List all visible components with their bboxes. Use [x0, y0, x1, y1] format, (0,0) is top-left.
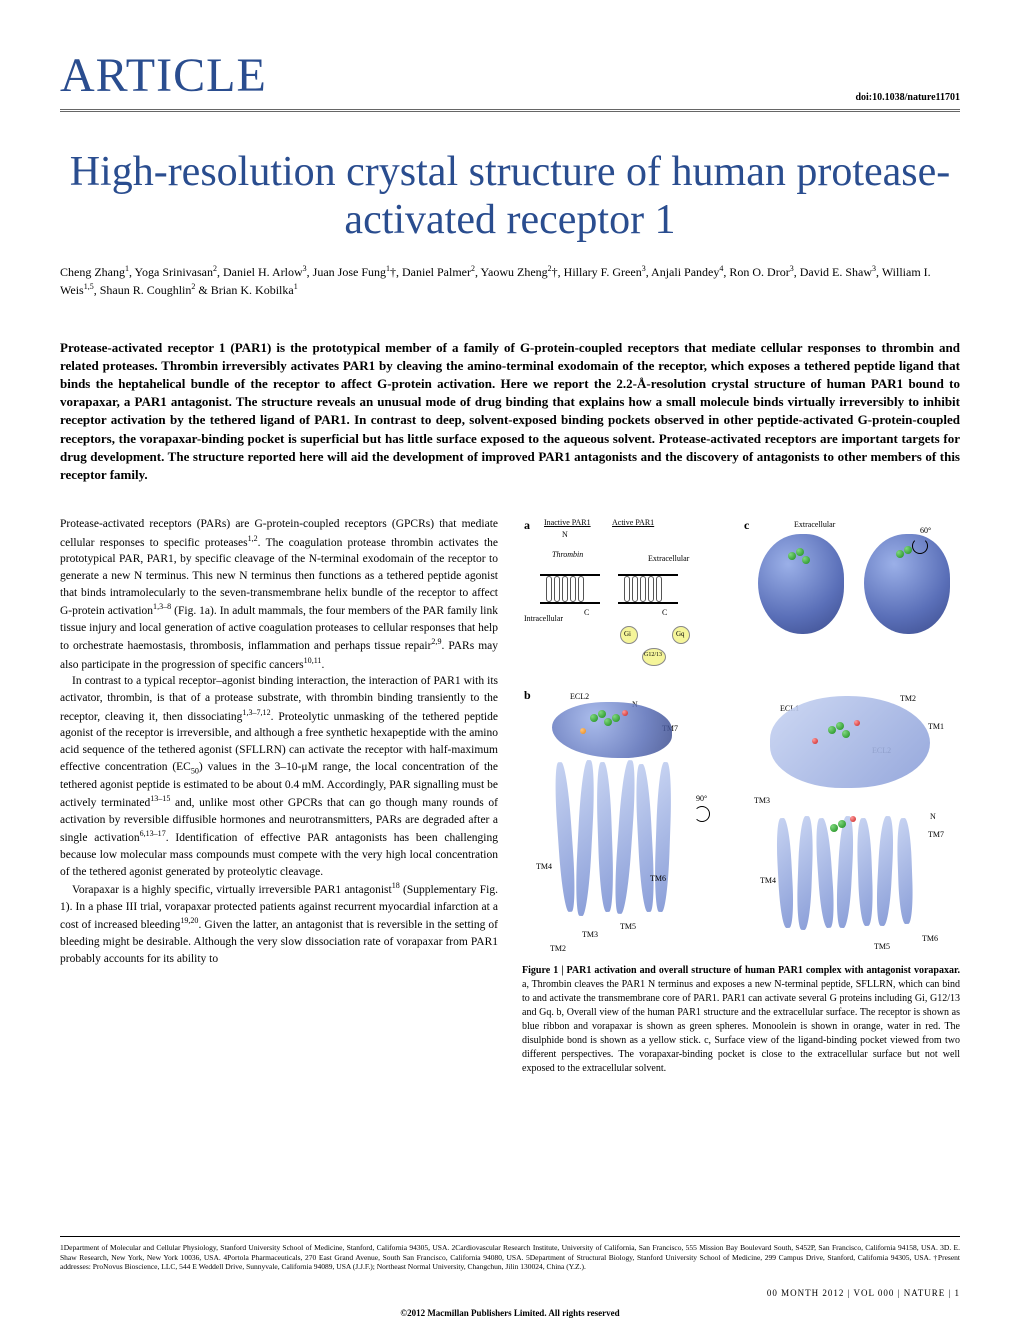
label-n-c: N — [930, 812, 936, 821]
schematic-inactive — [540, 566, 600, 616]
figure-column: a Inactive PAR1 Active PAR1 N Thrombin E… — [522, 516, 960, 1076]
label-gi: Gi — [624, 630, 631, 638]
body-text-column: Protease-activated receptors (PARs) are … — [60, 516, 498, 1076]
label-extracellular-c: Extracellular — [794, 520, 835, 529]
helix — [856, 818, 874, 926]
figure-panel-b: b ECL2 N TM7 90° — [522, 686, 722, 956]
schematic-active — [618, 566, 678, 616]
label-tm6-c: TM6 — [922, 934, 938, 943]
issue-info: 00 MONTH 2012 | VOL 000 | NATURE | 1 — [767, 1288, 960, 1298]
label-tm2-b: TM2 — [550, 944, 566, 953]
body-paragraph: In contrast to a typical receptor–agonis… — [60, 673, 498, 880]
label-intracellular: Intracellular — [524, 614, 563, 623]
label-tm4-b: TM4 — [536, 862, 552, 871]
ligand-sphere — [830, 824, 838, 832]
label-tm5-c: TM5 — [874, 942, 890, 951]
author-list: Cheng Zhang1, Yoga Srinivasan2, Daniel H… — [60, 263, 960, 299]
ribbon-topview — [770, 696, 930, 788]
label-tm6-b: TM6 — [650, 874, 666, 883]
label-rotate-90: 90° — [696, 794, 707, 803]
label-ecl2-b: ECL2 — [570, 692, 589, 701]
label-c2: C — [662, 608, 667, 617]
helix — [814, 818, 836, 929]
helix — [553, 762, 577, 913]
label-tm7-c: TM7 — [928, 830, 944, 839]
figure-panel-a: a Inactive PAR1 Active PAR1 N Thrombin E… — [522, 516, 722, 676]
label-tm1-c: TM1 — [928, 722, 944, 731]
rotate-icon — [912, 538, 928, 554]
figure-caption-lead: Figure 1 | PAR1 activation and overall s… — [522, 965, 960, 976]
helix — [634, 764, 656, 913]
page-footer: 00 MONTH 2012 | VOL 000 | NATURE | 1 — [60, 1288, 960, 1298]
label-extracellular: Extracellular — [648, 554, 689, 563]
label-tm3-b: TM3 — [582, 930, 598, 939]
helix — [653, 762, 672, 912]
label-c1: C — [584, 608, 589, 617]
label-tm4-c: TM4 — [760, 876, 776, 885]
label-tm5-b: TM5 — [620, 922, 636, 931]
rotate-icon — [694, 806, 710, 822]
figure-caption: Figure 1 | PAR1 activation and overall s… — [522, 964, 960, 1076]
figure-caption-body: a, Thrombin cleaves the PAR1 N terminus … — [522, 979, 960, 1074]
panel-label: a — [524, 518, 530, 533]
label-g12: G12/13 — [644, 652, 662, 658]
doi: doi:10.1038/nature11701 — [855, 92, 960, 103]
body-columns: Protease-activated receptors (PARs) are … — [60, 516, 960, 1076]
helix — [896, 818, 914, 924]
panel-label: c — [744, 518, 749, 533]
copyright: ©2012 Macmillan Publishers Limited. All … — [0, 1308, 1020, 1318]
helix — [574, 760, 596, 917]
body-paragraph: Vorapaxar is a highly specific, virtuall… — [60, 880, 498, 967]
figure-1: a Inactive PAR1 Active PAR1 N Thrombin E… — [522, 516, 960, 956]
article-title: High-resolution crystal structure of hum… — [60, 148, 960, 245]
panel-a-inactive: Inactive PAR1 — [544, 518, 591, 527]
water-sphere — [850, 816, 856, 822]
panel-a-active: Active PAR1 — [612, 518, 654, 527]
affiliations: 1Department of Molecular and Cellular Ph… — [60, 1236, 960, 1272]
label-tm3-c: TM3 — [754, 796, 770, 805]
label-tm2-c: TM2 — [900, 694, 916, 703]
figure-panel-c-bottom: ECL1 TM2 TM1 Disulphide ECL2 TM3 N TM7 — [742, 686, 952, 956]
helix — [875, 816, 895, 927]
label-gq: Gq — [676, 630, 685, 638]
figure-panel-c-top: c Extracellular 60° — [742, 516, 952, 676]
helix — [775, 818, 795, 929]
surface-top — [552, 702, 672, 758]
panel-label: b — [524, 688, 531, 703]
abstract: Protease-activated receptor 1 (PAR1) is … — [60, 339, 960, 485]
helix — [595, 762, 614, 912]
helix — [613, 760, 638, 915]
label-thrombin: Thrombin — [552, 550, 583, 559]
label-n: N — [562, 530, 568, 539]
label-rotate-60: 60° — [920, 526, 931, 535]
article-label: ARTICLE — [60, 48, 267, 103]
body-paragraph: Protease-activated receptors (PARs) are … — [60, 516, 498, 673]
helix — [835, 816, 855, 929]
helix — [796, 816, 814, 930]
page-header: ARTICLE doi:10.1038/nature11701 — [60, 48, 960, 112]
